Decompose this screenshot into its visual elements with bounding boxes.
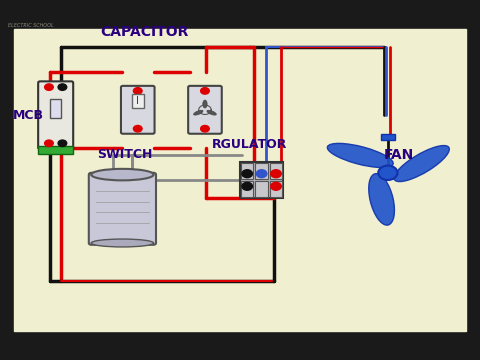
Bar bbox=[381, 134, 395, 140]
Ellipse shape bbox=[207, 110, 216, 115]
Ellipse shape bbox=[91, 239, 154, 247]
Circle shape bbox=[133, 126, 142, 132]
Bar bbox=[270, 163, 282, 179]
Ellipse shape bbox=[203, 100, 207, 108]
Text: I: I bbox=[136, 96, 139, 106]
Bar bbox=[50, 99, 61, 118]
Text: MCB: MCB bbox=[13, 109, 44, 122]
Bar bbox=[132, 94, 144, 108]
Ellipse shape bbox=[193, 110, 203, 115]
Ellipse shape bbox=[91, 169, 154, 180]
Circle shape bbox=[256, 170, 267, 178]
Circle shape bbox=[242, 183, 252, 190]
Text: FAN: FAN bbox=[383, 148, 414, 162]
Bar bbox=[241, 181, 253, 197]
Bar bbox=[38, 146, 73, 154]
Circle shape bbox=[133, 88, 142, 94]
Bar bbox=[255, 163, 268, 179]
Ellipse shape bbox=[394, 145, 449, 181]
Circle shape bbox=[201, 126, 209, 132]
Text: RGULATOR: RGULATOR bbox=[212, 138, 288, 150]
Text: ELECTRIC SCHOOL: ELECTRIC SCHOOL bbox=[8, 23, 54, 28]
Ellipse shape bbox=[380, 167, 396, 179]
FancyBboxPatch shape bbox=[38, 81, 73, 149]
FancyBboxPatch shape bbox=[89, 173, 156, 245]
Circle shape bbox=[271, 170, 281, 178]
Circle shape bbox=[58, 140, 67, 147]
Ellipse shape bbox=[327, 143, 393, 167]
FancyBboxPatch shape bbox=[188, 86, 222, 134]
Text: CAPACITOR: CAPACITOR bbox=[100, 26, 188, 39]
Circle shape bbox=[242, 170, 252, 178]
Circle shape bbox=[271, 183, 281, 190]
Circle shape bbox=[45, 140, 53, 147]
Bar bbox=[241, 163, 253, 179]
Circle shape bbox=[45, 84, 53, 90]
Bar bbox=[255, 181, 268, 197]
Bar bbox=[240, 162, 283, 198]
Bar bbox=[270, 181, 282, 197]
Circle shape bbox=[201, 88, 209, 94]
FancyBboxPatch shape bbox=[121, 86, 155, 134]
Ellipse shape bbox=[369, 174, 395, 225]
Circle shape bbox=[378, 166, 397, 180]
Circle shape bbox=[58, 84, 67, 90]
Text: SWITCH: SWITCH bbox=[97, 148, 153, 161]
